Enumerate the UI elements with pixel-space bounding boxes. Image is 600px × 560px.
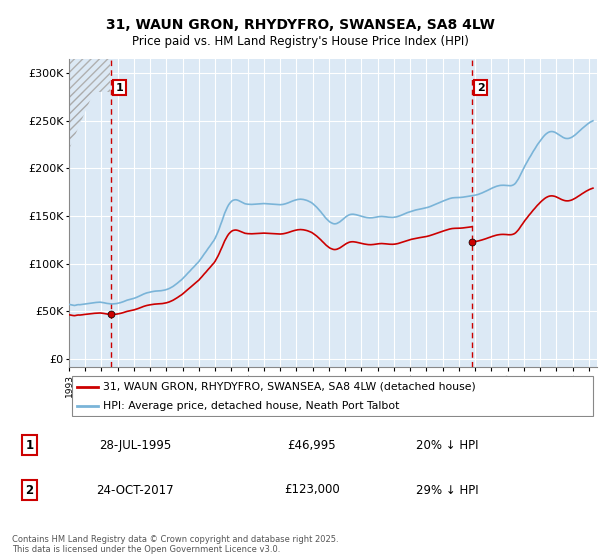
Text: 20% ↓ HPI: 20% ↓ HPI xyxy=(416,438,478,452)
Text: 2: 2 xyxy=(25,483,34,497)
FancyBboxPatch shape xyxy=(71,376,593,417)
Text: 28-JUL-1995: 28-JUL-1995 xyxy=(99,438,172,452)
Text: £123,000: £123,000 xyxy=(284,483,340,497)
Text: 31, WAUN GRON, RHYDYFRO, SWANSEA, SA8 4LW (detached house): 31, WAUN GRON, RHYDYFRO, SWANSEA, SA8 4L… xyxy=(103,382,476,392)
Text: 24-OCT-2017: 24-OCT-2017 xyxy=(97,483,174,497)
Text: 1: 1 xyxy=(25,438,34,452)
Polygon shape xyxy=(69,59,108,150)
Text: £46,995: £46,995 xyxy=(287,438,336,452)
Text: 29% ↓ HPI: 29% ↓ HPI xyxy=(416,483,478,497)
Text: HPI: Average price, detached house, Neath Port Talbot: HPI: Average price, detached house, Neat… xyxy=(103,401,400,411)
Text: 1: 1 xyxy=(116,83,124,92)
Text: Price paid vs. HM Land Registry's House Price Index (HPI): Price paid vs. HM Land Registry's House … xyxy=(131,35,469,49)
Text: 31, WAUN GRON, RHYDYFRO, SWANSEA, SA8 4LW: 31, WAUN GRON, RHYDYFRO, SWANSEA, SA8 4L… xyxy=(106,18,494,32)
Text: Contains HM Land Registry data © Crown copyright and database right 2025.
This d: Contains HM Land Registry data © Crown c… xyxy=(12,535,338,554)
Text: 2: 2 xyxy=(477,83,485,92)
